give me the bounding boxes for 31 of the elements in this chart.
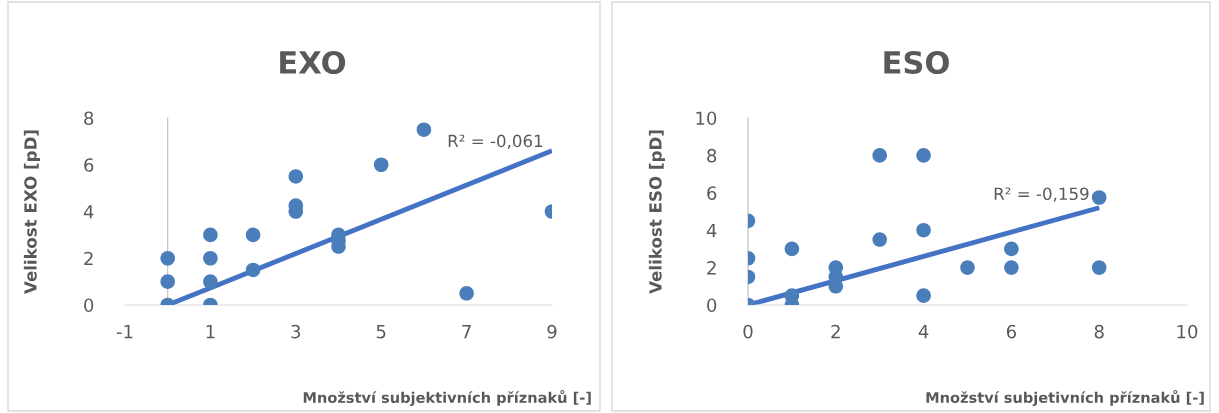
x-tick-label: 5	[376, 325, 386, 339]
y-axis-title: Velikost EXO [pD]	[23, 130, 40, 294]
x-tick-label: 9	[547, 324, 557, 339]
y-axis-title: Velikost ESO [pD]	[648, 130, 665, 294]
x-tick-label: 0	[743, 324, 753, 339]
y-tick-label: 0	[707, 298, 717, 313]
y-tick-label: 2	[84, 251, 93, 266]
y-tick-label: 8	[84, 111, 94, 126]
x-tick-label: 8	[1094, 324, 1104, 339]
y-tick-label: 6	[84, 158, 94, 172]
annotation: R² = -0,061	[448, 134, 543, 149]
x-tick-label: 10	[1177, 324, 1198, 339]
y-tick-label: 10	[696, 111, 717, 126]
x-axis-title: Množství subjektivních příznaků [-]	[303, 390, 591, 406]
x-tick-label: 2	[831, 324, 840, 339]
annotation: R² = -0,159	[994, 187, 1089, 202]
x-tick-label: 4	[918, 325, 929, 339]
x-tick-label: 3	[291, 324, 301, 339]
y-tick-label: 8	[707, 148, 717, 163]
x-tick-label: 6	[1006, 324, 1017, 339]
x-axis-title: Množství subjetivních příznaků [-]	[926, 390, 1204, 406]
y-tick-label: 2	[707, 261, 716, 275]
y-tick-label: 4	[706, 223, 717, 238]
x-tick-label: 7	[462, 325, 471, 339]
chart-title: EXO	[280, 50, 346, 74]
x-tick-label: 1	[206, 325, 215, 339]
chart-title: ESO	[884, 50, 949, 74]
y-tick-label: 6	[707, 186, 717, 200]
y-tick-label: 4	[83, 205, 94, 219]
x-tick-label: -1	[116, 325, 133, 339]
y-tick-label: 0	[84, 298, 94, 313]
